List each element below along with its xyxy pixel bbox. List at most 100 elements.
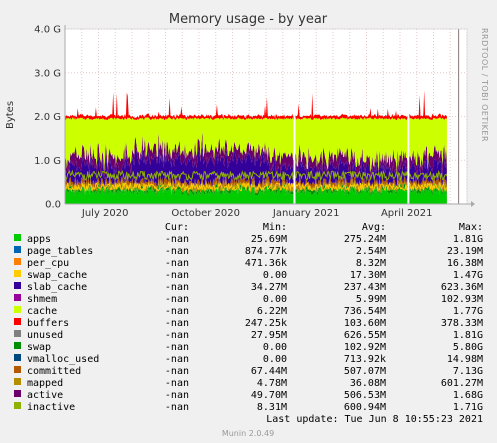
legend-cur: -nan: [165, 342, 189, 353]
legend-avg: 36.08M: [350, 378, 386, 389]
legend-max: 1.81G: [453, 330, 483, 341]
legend-min: 6.22M: [257, 306, 287, 317]
y-tick-label: 4.0 G: [34, 25, 61, 36]
legend-avg: 600.94M: [344, 402, 386, 413]
series-areas: [65, 90, 447, 204]
area-apps: [65, 186, 447, 204]
area-mapped: [65, 178, 447, 195]
legend-header-avg: Avg:: [362, 222, 386, 233]
legend-max: 5.80G: [453, 342, 483, 353]
legend-cur: -nan: [165, 390, 189, 401]
legend-min: 34.27M: [251, 282, 287, 293]
legend-row-committed: committed -nan 67.44M 507.07M 7.13G: [14, 366, 483, 377]
munin-footer: Munin 2.0.49: [222, 429, 274, 438]
legend-name: buffers: [27, 318, 69, 329]
legend-max: 1.81G: [453, 234, 483, 245]
legend-cur: -nan: [165, 282, 189, 293]
legend-swatch: [14, 318, 21, 325]
legend-avg: 736.54M: [344, 306, 386, 317]
legend-avg: 626.55M: [344, 330, 386, 341]
legend-name: inactive: [27, 402, 75, 413]
legend-max: 378.33M: [441, 318, 483, 329]
legend-swatch: [14, 366, 21, 373]
legend-min: 471.36k: [245, 258, 287, 269]
legend-min: 0.00: [263, 270, 287, 281]
legend-swatch: [14, 282, 21, 289]
legend-avg: 237.43M: [344, 282, 386, 293]
legend-name: page_tables: [27, 246, 93, 257]
legend-min: 67.44M: [251, 366, 287, 377]
x-tick-labels: July 2020 October 2020 January 2021 April 2…: [81, 208, 433, 219]
legend-max: 23.19M: [447, 246, 483, 257]
legend-cur: -nan: [165, 258, 189, 269]
legend-swatch: [14, 330, 21, 337]
legend-row-vmalloc_used: vmalloc_used -nan 0.00 713.92k 14.98M: [14, 354, 483, 365]
legend-cur: -nan: [165, 330, 189, 341]
x-tick-label: October 2020: [171, 208, 240, 219]
legend-cur: -nan: [165, 402, 189, 413]
legend-avg: 2.54M: [356, 246, 386, 257]
legend-row-unused: unused -nan 27.95M 626.55M 1.81G: [14, 330, 483, 341]
legend-avg: 275.24M: [344, 234, 386, 245]
legend-name: vmalloc_used: [27, 354, 99, 365]
legend-row-cache: cache -nan 6.22M 736.54M 1.77G: [14, 306, 483, 317]
x-axis-arrow: [471, 201, 475, 207]
area-committed: [65, 174, 447, 192]
legend-max: 601.27M: [441, 378, 483, 389]
legend-row-swap: swap -nan 0.00 102.92M 5.80G: [14, 342, 483, 353]
y-tick-labels: 0.0 1.0 G 2.0 G 3.0 G 4.0 G: [34, 25, 61, 211]
legend-max: 7.13G: [453, 366, 483, 377]
legend-row-per_cpu: per_cpu -nan 471.36k 8.32M 16.38M: [14, 258, 483, 269]
legend-swatch: [14, 354, 21, 361]
line-inactive: [64, 169, 448, 182]
legend-min: 874.77k: [245, 246, 287, 257]
legend: Cur: Min: Avg: Max: apps -nan 25.69M 275.24…: [14, 222, 483, 413]
legend-row-shmem: shmem -nan 0.00 5.99M 102.93M: [14, 294, 483, 305]
legend-min: 25.69M: [251, 234, 287, 245]
legend-cur: -nan: [165, 234, 189, 245]
legend-avg: 8.32M: [356, 258, 386, 269]
legend-min: 27.95M: [251, 330, 287, 341]
legend-min: 0.00: [263, 342, 287, 353]
legend-max: 102.93M: [441, 294, 483, 305]
legend-swatch: [14, 378, 21, 385]
legend-min: 0.00: [263, 354, 287, 365]
legend-swatch: [14, 258, 21, 265]
legend-max: 1.77G: [453, 306, 483, 317]
legend-cur: -nan: [165, 294, 189, 305]
legend-min: 49.70M: [251, 390, 287, 401]
legend-row-page_tables: page_tables -nan 874.77k 2.54M 23.19M: [14, 246, 483, 257]
legend-max: 623.36M: [441, 282, 483, 293]
legend-header-cur: Cur:: [165, 222, 189, 233]
legend-swatch: [14, 234, 21, 241]
last-update: Last update: Tue Jun 8 10:55:23 2021: [266, 414, 483, 425]
legend-avg: 5.99M: [356, 294, 386, 305]
legend-header-min: Min:: [263, 222, 287, 233]
legend-min: 8.31M: [257, 402, 287, 413]
legend-avg: 103.60M: [344, 318, 386, 329]
legend-name: per_cpu: [27, 258, 69, 269]
legend-cur: -nan: [165, 246, 189, 257]
legend-cur: -nan: [165, 318, 189, 329]
area-active: [65, 131, 447, 180]
legend-name: apps: [27, 234, 51, 245]
legend-header-max: Max:: [459, 222, 483, 233]
legend-avg: 17.30M: [350, 270, 386, 281]
legend-max: 1.47G: [453, 270, 483, 281]
legend-min: 247.25k: [245, 318, 287, 329]
legend-cur: -nan: [165, 354, 189, 365]
legend-min: 4.78M: [257, 378, 287, 389]
legend-cur: -nan: [165, 378, 189, 389]
x-tick-label: January 2021: [272, 208, 340, 219]
legend-avg: 102.92M: [344, 342, 386, 353]
legend-max: 1.71G: [453, 402, 483, 413]
legend-min: 0.00: [263, 294, 287, 305]
area-cache: [65, 117, 447, 173]
legend-swatch: [14, 270, 21, 277]
legend-swatch: [14, 342, 21, 349]
y-tick-label: 3.0 G: [34, 68, 61, 79]
legend-avg: 506.53M: [344, 390, 386, 401]
legend-max: 16.38M: [447, 258, 483, 269]
y-tick-label: 1.0 G: [34, 156, 61, 167]
plot-area: [64, 25, 475, 207]
